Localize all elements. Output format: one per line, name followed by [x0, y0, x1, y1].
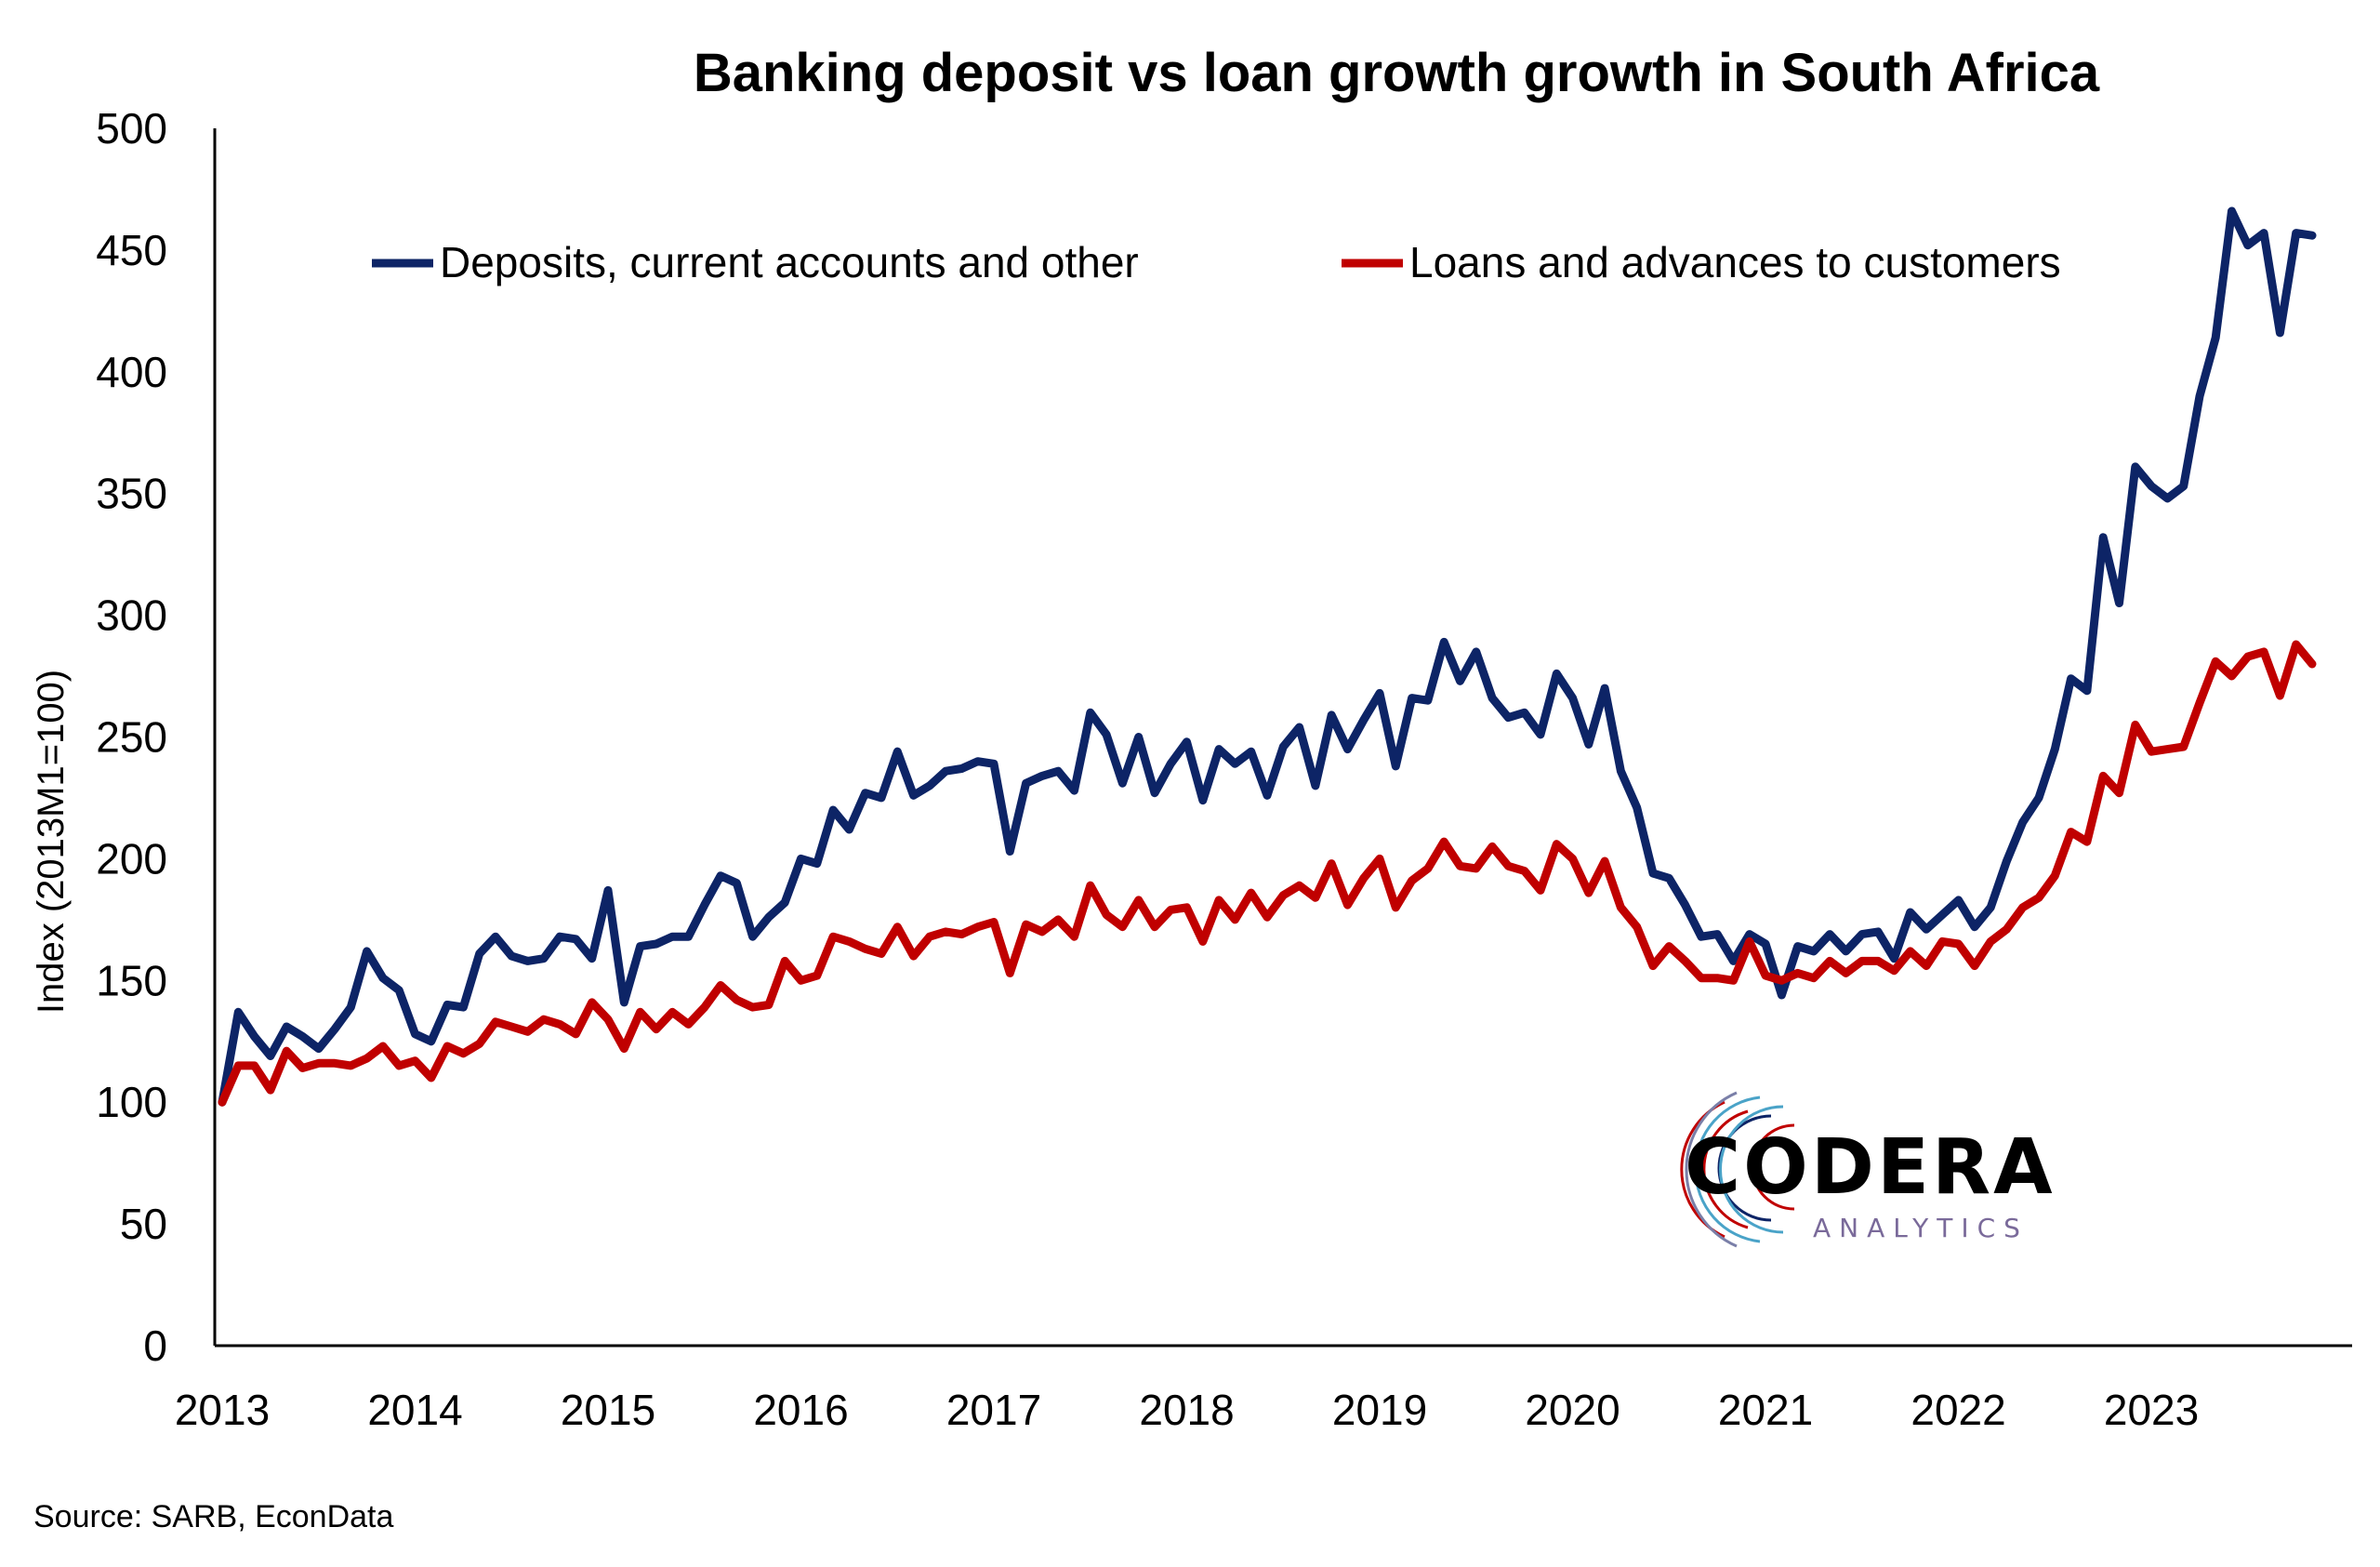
x-tick-label: 2019 — [1332, 1386, 1427, 1434]
y-tick-label: 500 — [96, 104, 167, 153]
series-lines — [218, 206, 2317, 1107]
legend: Deposits, current accounts and other Loa… — [372, 238, 2061, 286]
x-tick-label: 2013 — [175, 1386, 270, 1434]
y-axis-label: Index (2013M1=100) — [31, 670, 72, 1014]
legend-label-deposits: Deposits, current accounts and other — [440, 238, 1139, 286]
x-tick-label: 2023 — [2104, 1386, 2199, 1434]
codera-logo: CODERA ANALYTICS — [1680, 1091, 2056, 1248]
y-tick-label: 450 — [96, 226, 167, 274]
y-tick-label: 350 — [96, 470, 167, 518]
x-tick-label: 2015 — [561, 1386, 655, 1434]
source-note: Source: SARB, EconData — [33, 1499, 394, 1534]
x-axis-ticks: 2013 2014 2015 2016 2017 2018 2019 2020 2021 2022… — [175, 1386, 2199, 1434]
x-tick-label: 2022 — [1911, 1386, 2005, 1434]
x-tick-label: 2016 — [753, 1386, 848, 1434]
x-tick-label: 2017 — [946, 1386, 1041, 1434]
x-tick-label: 2018 — [1139, 1386, 1234, 1434]
series-line-deposits — [218, 206, 2317, 1107]
y-tick-label: 300 — [96, 591, 167, 640]
x-tick-label: 2020 — [1525, 1386, 1620, 1434]
chart-title: Banking deposit vs loan growth growth in… — [694, 43, 2100, 103]
fingerprint-arcs-icon — [1680, 1091, 1795, 1248]
logo-wordmark: CODERA — [1685, 1123, 2056, 1212]
y-tick-label: 50 — [120, 1200, 167, 1248]
y-tick-label: 400 — [96, 348, 167, 396]
series-line-loans — [218, 640, 2317, 1107]
legend-label-loans: Loans and advances to customers — [1409, 238, 2061, 286]
logo-tagline: ANALYTICS — [1813, 1213, 2029, 1243]
x-tick-label: 2021 — [1718, 1386, 1813, 1434]
y-tick-label: 200 — [96, 834, 167, 883]
y-axis-ticks: 0 50 100 150 200 250 300 350 400 450 500 — [96, 104, 167, 1370]
y-tick-label: 0 — [143, 1321, 167, 1370]
y-tick-label: 150 — [96, 956, 167, 1004]
x-tick-label: 2014 — [367, 1386, 462, 1434]
y-tick-label: 100 — [96, 1078, 167, 1126]
y-tick-label: 250 — [96, 713, 167, 762]
